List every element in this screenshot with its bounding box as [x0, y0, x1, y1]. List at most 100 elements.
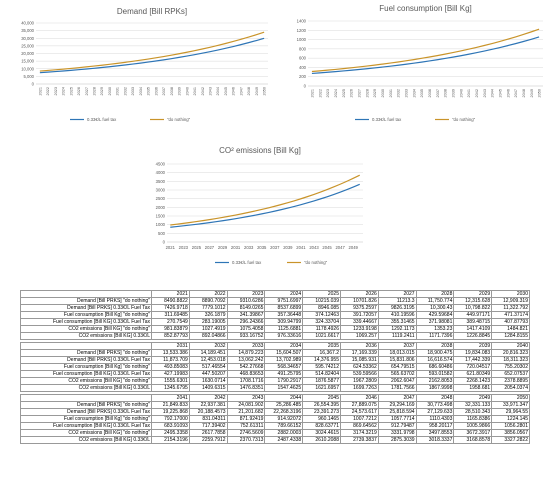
- table-cell: 1967.2809: [339, 377, 379, 385]
- table-cell: 27,129.633: [415, 408, 455, 416]
- table-cell: 542.27668: [226, 363, 266, 371]
- year-header-cell: 2028: [415, 290, 455, 298]
- table-corner-cell: [20, 342, 152, 350]
- table-cell: 12,315.628: [453, 297, 493, 305]
- table-cell: 407.87793: [491, 318, 530, 326]
- table-row: Fuel consumption [Bill Kg] "do nothing" 4…: [20, 363, 530, 371]
- y-tick-label: 4500: [156, 162, 166, 167]
- x-tick-label: 2021: [166, 245, 176, 250]
- table-row: CO2 emissions [Bill KG] "do nothing" 1555…: [20, 377, 530, 385]
- row-label: Demand [Bill PRKS] "do nothing": [20, 401, 152, 409]
- y-tick-label: 1400: [297, 19, 307, 24]
- x-tick-label: 2043: [309, 245, 319, 250]
- x-tick-label: 2027: [205, 245, 215, 250]
- y-tick-label: 1500: [156, 214, 166, 219]
- data-table: 2031 2032 2033 2034 2035 2036 2037 2038 2039 2040…: [20, 342, 530, 392]
- table-cell: 1699.7263: [339, 384, 379, 392]
- table-cell: 2882.0003: [264, 429, 304, 437]
- table-cell: 33,971.347: [491, 401, 530, 409]
- table-cell: 871.92419: [226, 415, 266, 423]
- table-cell: 324.33704: [302, 318, 341, 326]
- table-cell: 17,169.339: [339, 349, 379, 357]
- y-tick-label: 40,000: [21, 21, 34, 26]
- x-tick-label: 2041: [467, 89, 471, 97]
- table-cell: 26,554.395: [302, 401, 341, 409]
- table-cell: 11,873.709: [151, 356, 190, 364]
- table-cell: 3168.8578: [453, 436, 493, 444]
- table-cell: 16,616.574: [415, 356, 455, 364]
- table-cell: 491.25795: [264, 370, 304, 378]
- table-cell: 686.60486: [415, 363, 455, 371]
- x-tick-label: 2034: [139, 87, 143, 95]
- series-line-do-nothing: [311, 28, 540, 73]
- table-cell: 9375.2597: [339, 304, 379, 312]
- x-tick-label: 2024: [334, 89, 338, 97]
- table-cell: 13,533.386: [151, 349, 190, 357]
- y-tick-label: 0: [163, 240, 166, 245]
- table-cell: 13,702.989: [264, 356, 304, 364]
- table-cell: 2378.8895: [491, 377, 530, 385]
- table-cell: 752.61311: [226, 422, 266, 430]
- table-cell: 1630.0714: [188, 377, 228, 385]
- table-cell: 3018.3337: [415, 436, 455, 444]
- x-tick-label: 2037: [436, 89, 440, 97]
- table-cell: 1075.4058: [226, 325, 266, 333]
- year-header-cell: 2047: [377, 394, 417, 402]
- x-tick-label: 2028: [93, 87, 97, 95]
- table-row: CO2 emissions [Bill KG] 0.33€/L 2154.3196…: [20, 436, 530, 444]
- co2-emissions-chart: CO² emissions [Bill Kg] 0 500 1000 1500 2000 2…: [156, 146, 363, 265]
- table-cell: 283.19005: [188, 318, 228, 326]
- table-cell: 683.91093: [151, 422, 190, 430]
- table-cell: 18,013.015: [377, 349, 417, 357]
- x-tick-label: 2043: [483, 89, 487, 97]
- table-cell: 14,189.451: [188, 349, 228, 357]
- table-cell: 19,834.083: [453, 349, 493, 357]
- x-tick-label: 2035: [147, 87, 151, 95]
- x-tick-label: 2041: [193, 87, 197, 95]
- table-cell: 1409.6315: [188, 384, 228, 392]
- table-cell: 2162.8053: [415, 377, 455, 385]
- y-tick-label: 30,000: [21, 36, 34, 41]
- table-cell: 1178.4926: [302, 325, 341, 333]
- y-tick-label: 4000: [156, 170, 166, 175]
- row-label: CO2 emissions [Bill KG] "do nothing": [20, 429, 152, 437]
- table-header-row: 2021 2022 2023 2024 2025 2026 2027 2028 2029 2030: [20, 290, 530, 298]
- x-tick-label: 2035: [420, 89, 424, 97]
- table-cell: 831.04311: [188, 415, 228, 423]
- table-cell: 10215.039: [302, 297, 341, 305]
- x-tick-label: 2046: [232, 87, 236, 95]
- table-header-row: 2041 2042 2043 2044 2045 2046 2047 2048 2049 2050: [20, 394, 530, 402]
- table-cell: 789.66152: [264, 422, 304, 430]
- y-tick-label: 0: [32, 82, 35, 87]
- table-cell: 357.36448: [264, 311, 304, 319]
- demand-chart: Demand [Bill RPKs] 0 5,000 10,000 15,000 20,0…: [21, 7, 268, 122]
- row-label: Fuel consumption [Bill Kg] "do nothing": [20, 363, 152, 371]
- table-cell: 2739.3837: [339, 436, 379, 444]
- table-cell: 25,818.594: [377, 408, 417, 416]
- row-label: Fuel consumption [Bill Kg] "do nothing": [20, 415, 152, 423]
- y-tick-label: 20,000: [21, 51, 34, 56]
- year-header-cell: 2046: [339, 394, 379, 402]
- row-label: Fuel consumption [Bill KG] 0.33€/L Fuel …: [20, 318, 152, 326]
- table-cell: 17,442.339: [453, 356, 493, 364]
- table-row: CO2 emissions [Bill KG] 0.33€/L 852.87793…: [20, 332, 530, 340]
- year-header-cell: 2038: [415, 342, 455, 350]
- table-row: Fuel consumption [Bill Kg] "do nothing" 3…: [20, 311, 530, 319]
- table-cell: 852.87793: [151, 332, 190, 340]
- series-line-do-nothing: [39, 31, 265, 72]
- y-tick-label: 200: [299, 74, 307, 79]
- table-cell: 828.63771: [302, 422, 341, 430]
- x-tick-label: 2021: [38, 87, 42, 95]
- table-cell: 18,311.323: [491, 356, 530, 364]
- table-cell: 341.39867: [226, 311, 266, 319]
- table-cell: 621.80349: [453, 370, 493, 378]
- table-cell: 3024.4615: [302, 429, 341, 437]
- table-cell: 3856.0567: [491, 429, 530, 437]
- table-cell: 1417.4109: [453, 325, 493, 333]
- table-cell: 14,376.955: [302, 356, 341, 364]
- y-tick-label: 1000: [297, 37, 307, 42]
- x-tick-label: 2031: [231, 245, 241, 250]
- table-cell: 15,604.507: [264, 349, 304, 357]
- legend-label: "do nothing": [304, 260, 328, 265]
- table-cell: 1021.6617: [302, 332, 341, 340]
